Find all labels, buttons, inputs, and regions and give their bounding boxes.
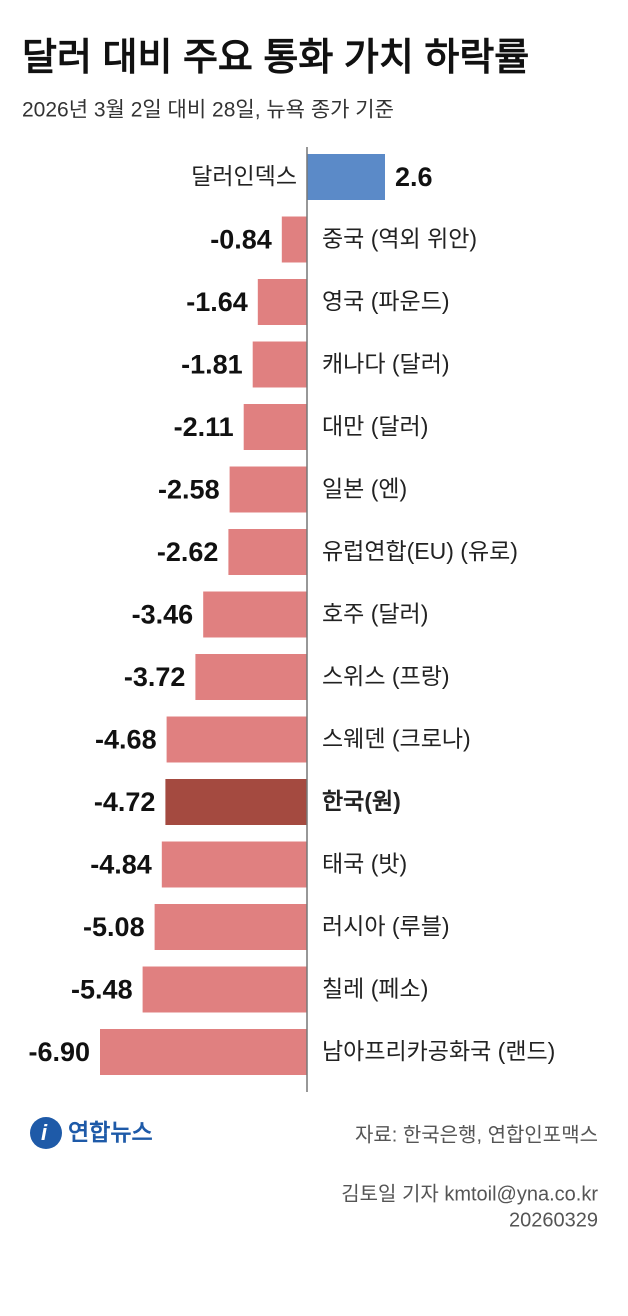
date: 20260329 — [509, 1209, 598, 1231]
bar — [281, 216, 307, 263]
bar — [228, 529, 307, 575]
value-label: -2.62 — [157, 537, 219, 567]
category-label: 유럽연합(EU) (유로) — [322, 538, 518, 564]
category-label: 남아프리카공화국 (랜드) — [322, 1038, 555, 1064]
chart-title: 달러 대비 주요 통화 가치 하락률 — [22, 37, 529, 79]
category-label: 중국 (역외 위안) — [322, 226, 477, 252]
category-label: 칠레 (페소) — [322, 976, 428, 1002]
value-label: -3.46 — [132, 600, 194, 630]
logo-text: 연합뉴스 — [68, 1119, 153, 1145]
bar — [243, 404, 307, 450]
credit: 김토일 기자 kmtoil@yna.co.kr — [341, 1182, 598, 1205]
category-label: 호주 (달러) — [322, 601, 428, 627]
category-label: 일본 (엔) — [322, 476, 407, 502]
value-label: -3.72 — [124, 662, 186, 692]
value-label: -2.11 — [174, 412, 234, 442]
value-label: -4.72 — [94, 787, 156, 817]
value-label: -6.90 — [28, 1037, 90, 1067]
category-label: 캐나다 (달러) — [322, 351, 450, 377]
value-label: 2.6 — [395, 162, 433, 192]
value-label: -4.68 — [95, 725, 157, 755]
logo-mark: i — [41, 1120, 48, 1145]
category-label: 러시아 (루블) — [322, 913, 450, 939]
bar — [154, 904, 307, 950]
value-label: -5.08 — [83, 912, 145, 942]
category-label: 태국 (밧) — [322, 851, 407, 877]
value-label: -1.64 — [186, 287, 248, 317]
bar — [252, 341, 307, 388]
category-label: 스웨덴 (크로나) — [322, 726, 471, 752]
category-label: 영국 (파운드) — [322, 288, 450, 314]
bar — [307, 154, 385, 200]
bar — [229, 466, 307, 513]
bar — [165, 779, 307, 825]
bar — [166, 716, 307, 763]
category-label: 대만 (달러) — [322, 413, 428, 439]
bar — [257, 279, 307, 325]
category-label: 한국(원) — [322, 788, 401, 814]
bar — [161, 841, 307, 888]
bar — [203, 591, 307, 638]
value-label: -1.81 — [181, 350, 243, 380]
bar — [195, 654, 307, 700]
category-label: 달러인덱스 — [191, 163, 297, 189]
source: 자료: 한국은행, 연합인포맥스 — [355, 1123, 598, 1146]
logo-icon — [30, 1117, 62, 1149]
value-label: -4.84 — [90, 850, 152, 880]
bar — [100, 1029, 307, 1075]
logo: i 연합뉴스 — [30, 1117, 153, 1149]
bar — [142, 966, 307, 1013]
value-label: -5.48 — [71, 975, 133, 1005]
value-label: -0.84 — [210, 225, 272, 255]
chart-subtitle: 2026년 3월 2일 대비 28일, 뉴욕 종가 기준 — [22, 99, 394, 122]
category-label: 스위스 (프랑) — [322, 663, 450, 689]
value-label: -2.58 — [158, 475, 220, 505]
